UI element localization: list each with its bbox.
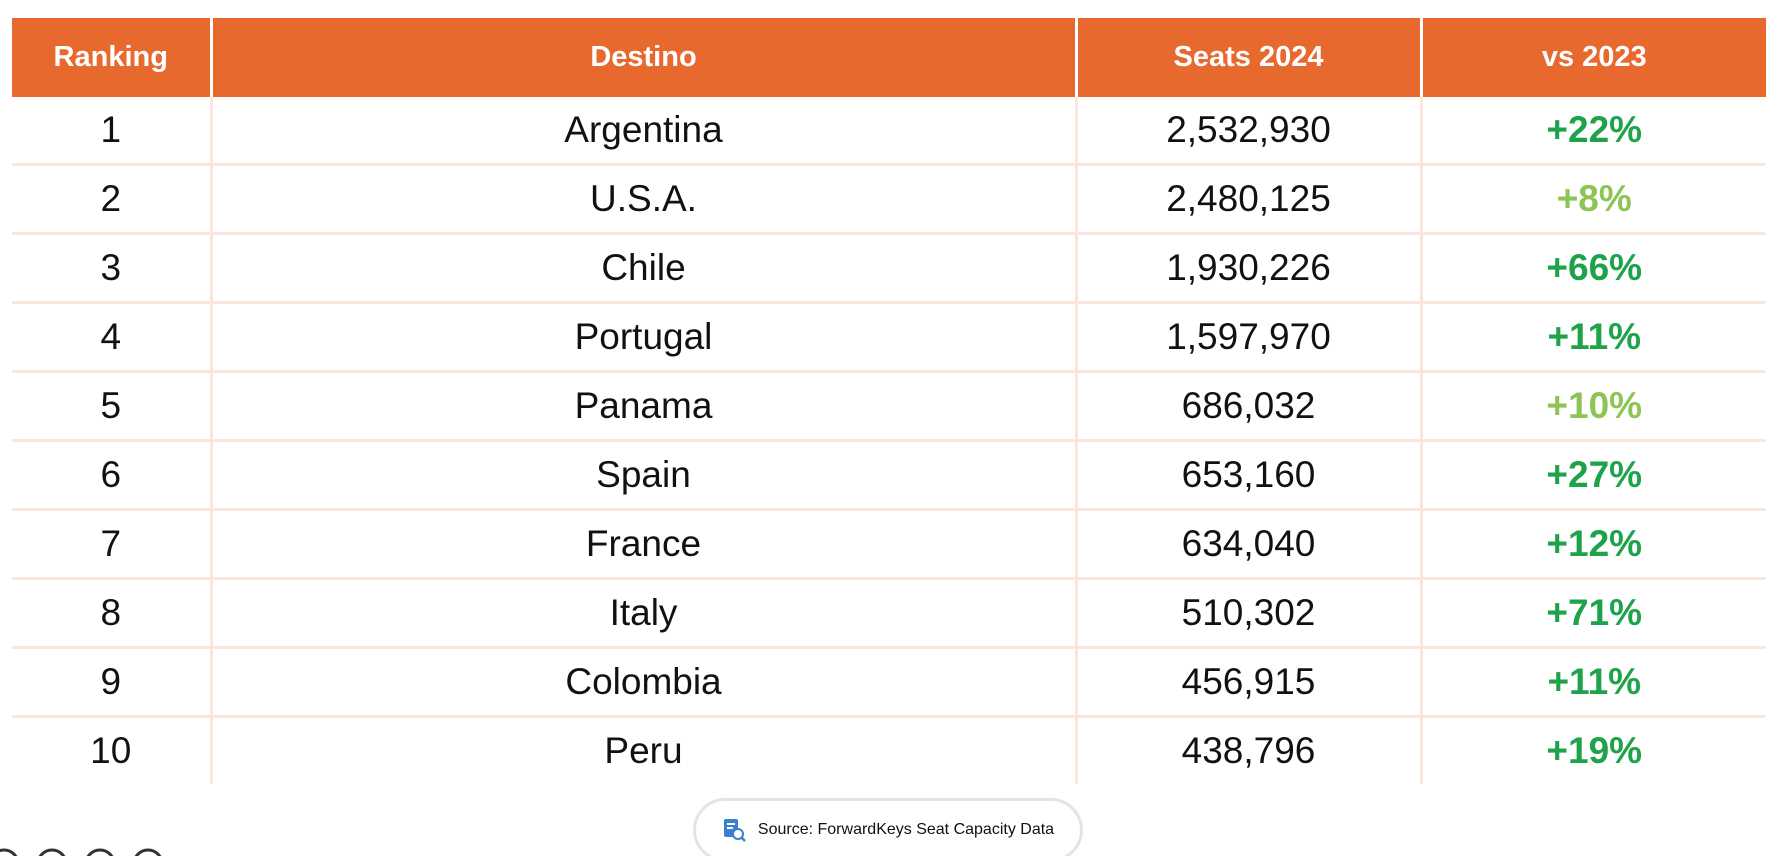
source-pill: Source: ForwardKeys Seat Capacity Data (693, 798, 1083, 856)
seats-cell: 1,930,226 (1074, 232, 1421, 303)
destination-cell: Italy (209, 577, 1076, 648)
seats-cell: 1,597,970 (1074, 301, 1421, 372)
seats-cell: 510,302 (1074, 577, 1421, 648)
ranking-cell: 6 (12, 439, 211, 510)
destination-cell: Peru (209, 715, 1076, 784)
destination-cell: Panama (209, 370, 1076, 441)
table-row: 5 Panama 686,032 +10% (12, 370, 1766, 441)
header-cell: vs 2023 (1419, 18, 1766, 97)
seats-cell: 686,032 (1074, 370, 1421, 441)
ranking-cell: 1 (100, 109, 122, 150)
table-row: 7 France 634,040 +12% (12, 508, 1766, 579)
source-icon (723, 819, 746, 842)
destination-cell: U.S.A. (209, 163, 1076, 234)
table-body: 1 Argentina 2,532,930 +22% 2 U.S.A. 2,480,125 +… (12, 97, 1766, 784)
ranking-cell: 5 (12, 370, 211, 441)
destination-cell: Argentina (209, 97, 1076, 165)
seats-cell: 456,915 (1074, 646, 1421, 717)
change-cell: +12% (1419, 508, 1766, 579)
destination-cell: Chile (209, 232, 1076, 303)
change-cell: +11% (1419, 646, 1766, 717)
seats-cell: 634,040 (1074, 508, 1421, 579)
header-cell: Ranking (12, 18, 211, 97)
ranking-table: Ranking Destino Seats 2024 vs 2023 1 Argenti… (12, 18, 1766, 784)
table-row: 1 Argentina 2,532,930 +22% (12, 97, 1766, 165)
decorative-dots (0, 848, 162, 856)
change-cell: +71% (1419, 577, 1766, 648)
ranking-cell: 7 (12, 508, 211, 579)
seats-cell: 653,160 (1074, 439, 1421, 510)
table-row: 3 Chile 1,930,226 +66% (12, 232, 1766, 303)
destination-cell: Portugal (209, 301, 1076, 372)
change-cell: +10% (1419, 370, 1766, 441)
table-row: 2 U.S.A. 2,480,125 +8% (12, 163, 1766, 234)
ranking-cell: 8 (12, 577, 211, 648)
ranking-cell: 9 (12, 646, 211, 717)
change-cell: +19% (1419, 715, 1766, 784)
change-cell: +22% (1419, 97, 1766, 165)
ranking-cell: 3 (12, 232, 211, 303)
table-header: Ranking Destino Seats 2024 vs 2023 (12, 18, 1766, 97)
table-row: 8 Italy 510,302 +71% (12, 577, 1766, 648)
header-cell: Seats 2024 (1074, 18, 1421, 97)
table-row: 6 Spain 653,160 +27% (12, 439, 1766, 510)
header-cell: Destino (209, 18, 1076, 97)
change-cell: +11% (1419, 301, 1766, 372)
destination-cell: Colombia (209, 646, 1076, 717)
change-cell: +8% (1419, 163, 1766, 234)
seats-cell: 2,532,930 (1074, 97, 1421, 165)
change-cell: +66% (1419, 232, 1766, 303)
ranking-cell: 4 (12, 301, 211, 372)
header-row: Ranking Destino Seats 2024 vs 2023 (12, 18, 1766, 97)
destination-cell: Spain (209, 439, 1076, 510)
seats-cell: 2,480,125 (1074, 163, 1421, 234)
ranking-cell: 10 (12, 715, 211, 784)
seats-cell: 438,796 (1074, 715, 1421, 784)
table-row: 4 Portugal 1,597,970 +11% (12, 301, 1766, 372)
ranking-cell: 2 (12, 163, 211, 234)
change-cell: +27% (1419, 439, 1766, 510)
destination-cell: France (209, 508, 1076, 579)
table-row: 9 Colombia 456,915 +11% (12, 646, 1766, 717)
table-row: 10 Peru 438,796 +19% (12, 715, 1766, 784)
source-text: Source: ForwardKeys Seat Capacity Data (757, 821, 1055, 838)
